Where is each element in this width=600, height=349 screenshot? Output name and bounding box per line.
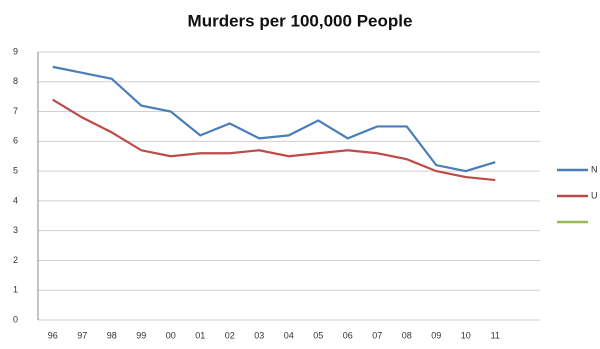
x-tick-label: 09: [431, 330, 441, 340]
chart-title: Murders per 100,000 People: [188, 11, 413, 30]
y-tick-label: 9: [13, 46, 18, 56]
y-tick-label: 5: [13, 165, 18, 175]
y-tick-label: 6: [13, 136, 18, 146]
x-tick-label: 08: [402, 330, 412, 340]
x-tick-label: 98: [107, 330, 117, 340]
series-line: [52, 98, 496, 182]
x-tick-label: 07: [372, 330, 382, 340]
x-tick-label: 02: [225, 330, 235, 340]
legend-label: N: [591, 164, 598, 174]
x-tick-label: 00: [166, 330, 176, 340]
x-tick-label: 97: [77, 330, 87, 340]
x-tick-label: 03: [254, 330, 264, 340]
x-tick-label: 06: [343, 330, 353, 340]
x-tick-label: 05: [313, 330, 323, 340]
x-tick-label: 96: [48, 330, 58, 340]
series-line: [52, 65, 496, 173]
y-tick-label: 2: [13, 255, 18, 265]
x-tick-label: 01: [195, 330, 205, 340]
x-tick-label: 11: [491, 330, 500, 340]
y-tick-label: 8: [13, 76, 18, 86]
y-tick-label: 4: [13, 195, 18, 205]
y-tick-label: 7: [13, 106, 18, 116]
y-tick-label: 3: [13, 225, 18, 235]
y-tick-label: 1: [13, 285, 18, 295]
x-tick-label: 04: [284, 330, 294, 340]
y-tick-label: 0: [13, 314, 18, 324]
legend-label: U: [591, 190, 598, 200]
x-tick-label: 99: [136, 330, 146, 340]
x-tick-label: 10: [461, 330, 471, 340]
